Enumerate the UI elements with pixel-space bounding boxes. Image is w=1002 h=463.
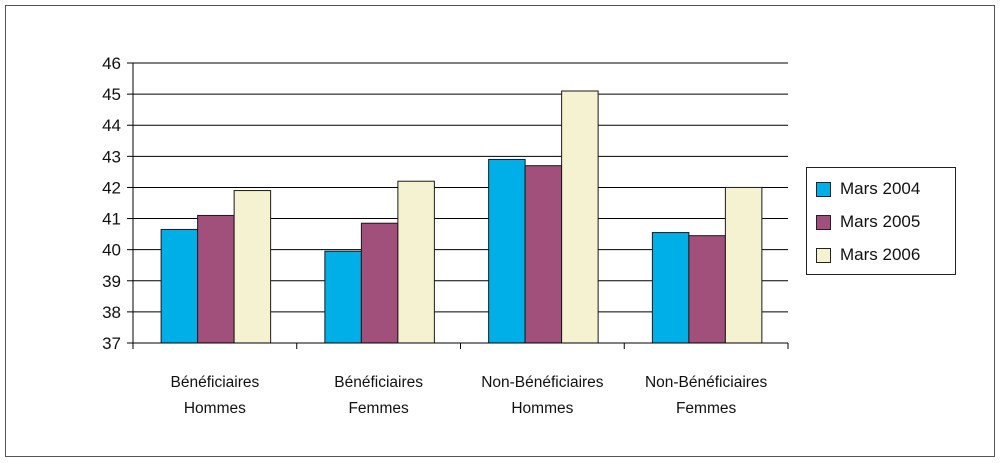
y-tick-label: 44 [102, 116, 121, 135]
y-tick-label: 38 [102, 303, 121, 322]
y-tick-labels: 37 38 39 40 41 42 43 44 45 46 [102, 54, 121, 353]
y-tick-label: 41 [102, 210, 121, 229]
bars [160, 90, 763, 344]
bar-series1-cat1 [160, 228, 199, 344]
bar-series1-cat3 [488, 158, 526, 344]
bar-series3-cat3 [561, 90, 599, 344]
bar-series2-cat3 [524, 165, 563, 344]
x-category-label: Non-Bénéficiaires [481, 374, 604, 391]
y-tick-label: 43 [102, 147, 121, 166]
legend-swatch [816, 181, 831, 197]
legend-item-series-1: Mars 2004 [816, 178, 920, 200]
bar-series1-cat4 [651, 232, 690, 344]
bar-series1-cat2 [324, 250, 362, 344]
y-tick-label: 37 [102, 334, 121, 353]
x-category-label: Hommes [184, 400, 246, 417]
bar-series2-cat4 [688, 235, 726, 344]
x-category-label: Femmes [348, 400, 409, 417]
x-category-label: Hommes [511, 400, 573, 417]
bar-series3-cat4 [724, 186, 763, 344]
y-tick-label: 46 [102, 54, 121, 73]
legend: Mars 2004 Mars 2005 Mars 2006 [806, 167, 956, 275]
legend-label: Mars 2004 [840, 179, 921, 198]
legend-swatch [816, 247, 831, 263]
legend-label: Mars 2006 [840, 245, 921, 264]
bar-series2-cat2 [360, 222, 399, 344]
x-category-label: Bénéficiaires [334, 374, 423, 391]
y-tick-label: 45 [102, 85, 121, 104]
bar-series3-cat2 [397, 180, 435, 344]
legend-item-series-3: Mars 2006 [816, 244, 920, 266]
y-tick-label: 40 [102, 241, 121, 260]
x-category-label: Femmes [676, 400, 737, 417]
x-category-label: Non-Bénéficiaires [645, 374, 768, 391]
bar-series2-cat1 [197, 214, 235, 344]
y-tick-label: 39 [102, 272, 121, 291]
x-category-label: Bénéficiaires [171, 374, 260, 391]
legend-item-series-2: Mars 2005 [816, 211, 920, 233]
legend-label: Mars 2005 [840, 212, 921, 231]
y-tick-label: 42 [102, 178, 121, 197]
x-category-labels: Bénéficiaires Hommes Bénéficiaires Femmes No… [171, 374, 768, 417]
bar-series3-cat1 [233, 190, 272, 344]
axes [127, 62, 789, 349]
legend-swatch [816, 214, 831, 230]
